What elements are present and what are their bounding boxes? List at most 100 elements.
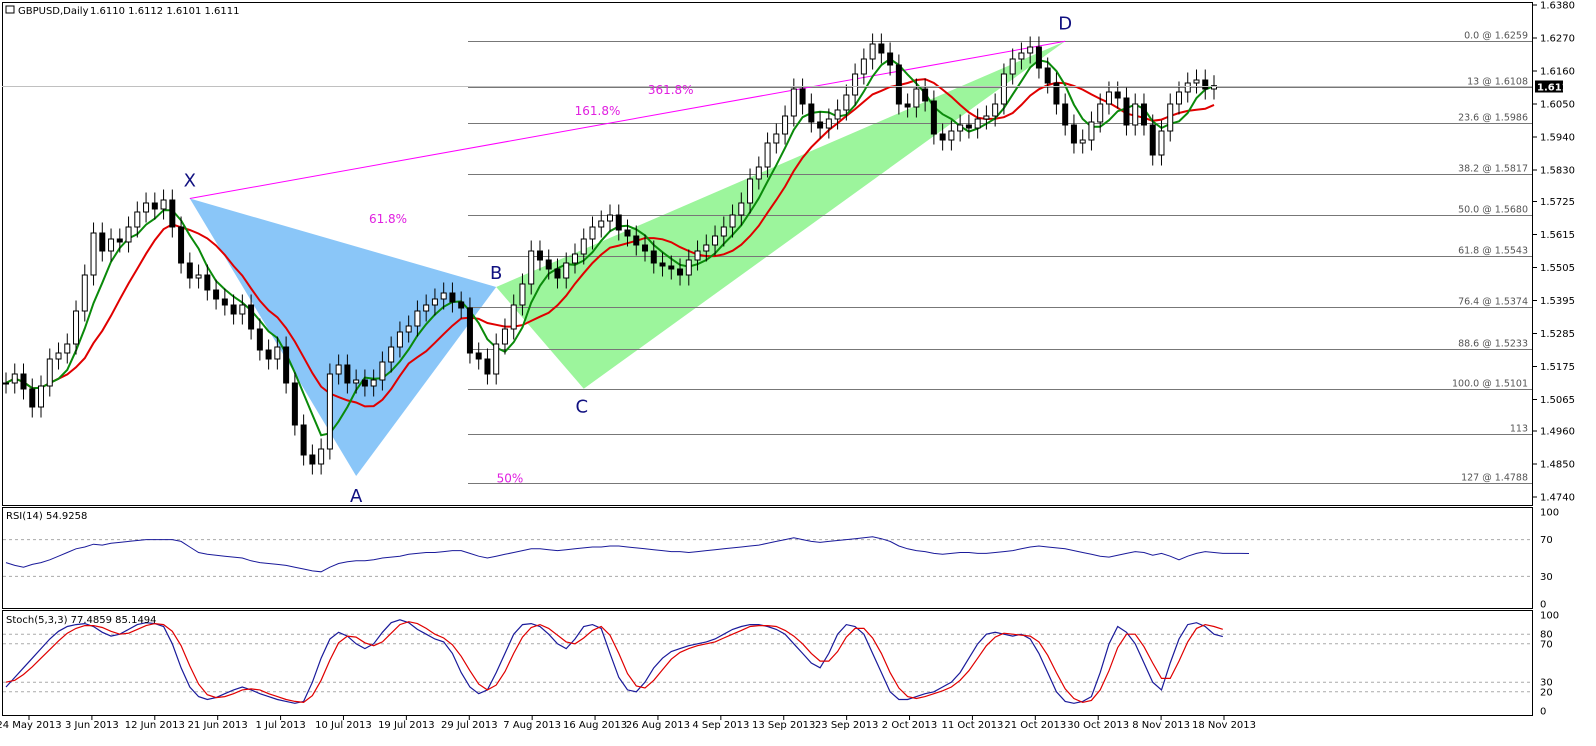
candle-body (274, 346, 281, 360)
candle-body (493, 343, 500, 375)
candle-body (790, 88, 797, 117)
price-tick-label: 1.4850 (1540, 460, 1575, 471)
price-tick-label: 1.5725 (1540, 197, 1575, 208)
pattern-point-a: A (350, 486, 363, 507)
candle-body (46, 358, 53, 387)
candle-body (1193, 79, 1200, 84)
candle-body (817, 121, 824, 129)
symbol-label: GBPUSD,Daily (18, 6, 89, 17)
candle-body (11, 373, 18, 384)
candle-body (55, 352, 62, 360)
candle-body (712, 235, 719, 246)
candle-body (283, 346, 290, 384)
candle-body (992, 103, 999, 117)
candle-body (125, 226, 132, 243)
time-tick-label: 12 Jun 2013 (125, 720, 185, 731)
time-tick-label: 10 Jul 2013 (315, 720, 372, 731)
candle-body (440, 292, 447, 300)
candle-body (668, 265, 675, 270)
candle-body (1053, 82, 1060, 105)
candle-body (291, 382, 298, 426)
candle-body (1149, 124, 1156, 156)
price-tick-label: 1.4960 (1540, 427, 1575, 438)
ratio-label-xb: 61.8% (369, 212, 407, 226)
candle-body (484, 358, 491, 375)
candle-body (186, 262, 193, 279)
time-tick-label: 18 Nov 2013 (1192, 720, 1256, 731)
candle-body (615, 214, 622, 231)
candle-body (677, 268, 684, 276)
price-tick-label: 1.6160 (1540, 67, 1575, 78)
stoch-tick-label: 80 (1540, 630, 1553, 641)
candle-body (589, 226, 596, 240)
pattern-point-d: D (1058, 13, 1072, 34)
time-tick-label: 16 Aug 2013 (563, 720, 627, 731)
candle-body (143, 202, 150, 213)
candle-body (1035, 46, 1042, 69)
candle-body (213, 289, 220, 300)
price-tick-label: 1.5175 (1540, 362, 1575, 373)
candle-body (563, 262, 570, 279)
candlesticks (3, 33, 1217, 475)
candle-body (685, 259, 692, 276)
time-axis: 24 May 2013 3 Jun 2013 12 Jun 2013 21 Jun 2… (0, 716, 1256, 731)
candle-body (230, 304, 237, 315)
candle-body (1062, 103, 1069, 126)
candle-body (1114, 91, 1121, 99)
ratio-label-bd: 361.8% (648, 83, 694, 97)
candle-body (309, 454, 316, 465)
candle-body (370, 379, 377, 387)
candle-body (773, 133, 780, 144)
candle-body (195, 274, 202, 279)
candle-body (607, 214, 613, 222)
candle-body (81, 274, 88, 312)
time-tick-label: 8 Nov 2013 (1132, 720, 1190, 731)
candle-body (151, 202, 158, 210)
candle-body (239, 304, 246, 315)
price-title-group: GBPUSD,Daily 1.6110 1.6112 1.6101 1.6111 (5, 5, 240, 17)
candle-body (510, 304, 517, 330)
candle-body (388, 346, 395, 363)
candle-body (545, 259, 552, 270)
price-tick-label: 1.5505 (1540, 263, 1575, 274)
candle-body (335, 364, 342, 375)
price-tick-label: 1.4740 (1540, 493, 1575, 504)
pattern-point-x: X (184, 171, 196, 192)
candle-body (116, 238, 123, 243)
ratio-label-xd: 161.8% (575, 104, 621, 118)
candle-body (178, 226, 185, 264)
candle-body (1079, 139, 1086, 144)
candle-body (957, 124, 964, 132)
candle-body (379, 361, 386, 381)
candle-body (353, 379, 360, 384)
rsi-tick-label: 70 (1540, 535, 1553, 546)
pattern-xab-triangle (189, 198, 497, 476)
price-axis: 1.6380 1.6270 1.6160 1.6050 1.5940 1.5830 1.57… (1533, 1, 1575, 504)
candle-body (265, 349, 272, 360)
candle-body (1202, 79, 1209, 90)
time-tick-label: 21 Jun 2013 (188, 720, 248, 731)
stoch-tick-label: 70 (1540, 639, 1553, 650)
ratio-label-ac: 50% (497, 471, 524, 485)
pattern-labels: X A B C D 61.8% 50% 361.8% 161.8% (184, 13, 1072, 507)
last-price-marker (1535, 80, 1563, 93)
candle-body (1211, 85, 1217, 90)
candle-body (108, 238, 115, 252)
candle-body (204, 274, 211, 291)
candle-body (624, 229, 631, 237)
pattern-point-c: C (575, 397, 588, 418)
candle-body (99, 232, 106, 252)
candle-body (755, 166, 762, 180)
candle-body (642, 244, 649, 252)
fib-level-label: 50.0 @ 1.5680 (1458, 205, 1528, 216)
candle-body (431, 298, 438, 306)
time-tick-label: 19 Jul 2013 (378, 720, 435, 731)
fib-level-label: 61.8 @ 1.5543 (1458, 246, 1528, 257)
candle-body (860, 58, 867, 75)
rsi-indicator: 100 70 30 0 (3, 508, 1559, 611)
time-tick-label: 21 Oct 2013 (1004, 720, 1066, 731)
candle-body (1132, 103, 1139, 126)
rsi-title: RSI(14) 54.9258 (6, 511, 87, 522)
time-tick-label: 30 Oct 2013 (1067, 720, 1129, 731)
